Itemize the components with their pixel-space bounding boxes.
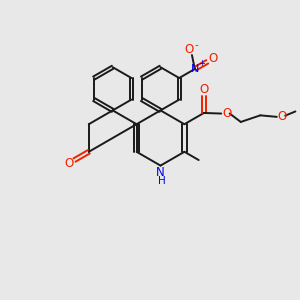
Text: O: O — [222, 107, 231, 120]
Text: O: O — [278, 110, 287, 123]
Text: O: O — [208, 52, 217, 65]
Text: O: O — [64, 157, 74, 170]
Text: O: O — [199, 83, 208, 96]
Text: +: + — [198, 59, 205, 68]
Text: N: N — [190, 64, 199, 74]
Text: N: N — [156, 166, 165, 179]
Text: -: - — [194, 40, 198, 50]
Text: H: H — [158, 176, 166, 186]
Text: O: O — [184, 43, 193, 56]
